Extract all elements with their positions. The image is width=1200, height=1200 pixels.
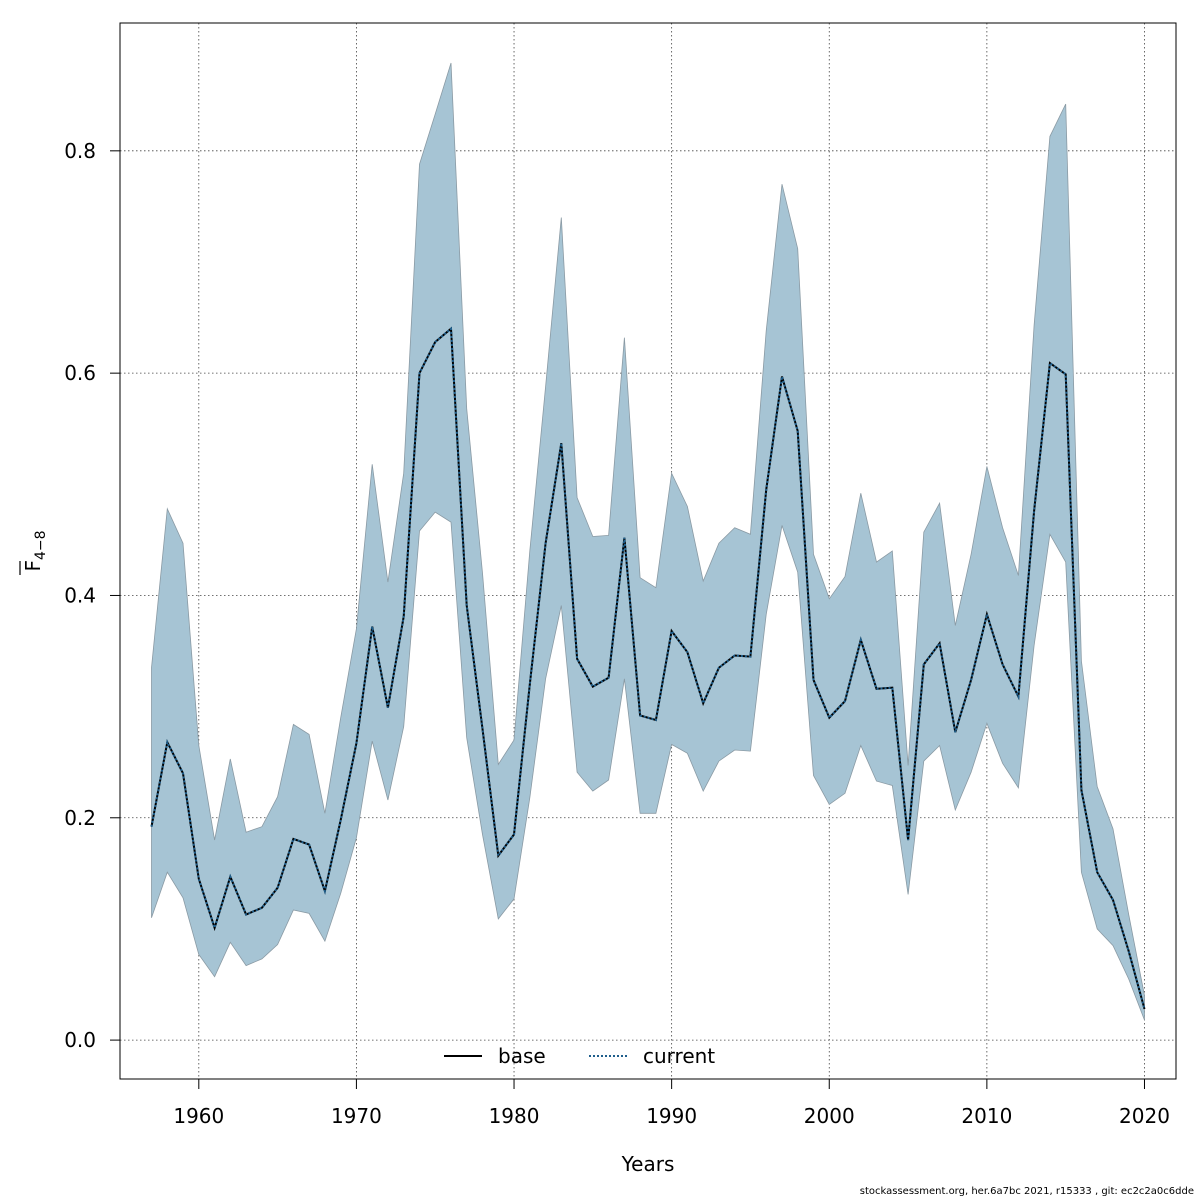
y-tick-label: 0.4	[64, 583, 96, 607]
series-lines	[150, 326, 1146, 1010]
y-axis-title-main: F	[21, 560, 45, 572]
y-axis: 0.0 0.2 0.4 0.6 0.8	[64, 139, 120, 1052]
x-tick-label: 1970	[331, 1104, 382, 1128]
x-tick-label: 2000	[804, 1104, 855, 1128]
x-axis: 1960 1970 1980 1990 2000 2010 2020	[173, 1079, 1170, 1128]
legend: base current	[444, 1044, 715, 1068]
x-tick-label: 2020	[1119, 1104, 1170, 1128]
x-tick-label: 1960	[173, 1104, 224, 1128]
x-tick-label: 1990	[646, 1104, 697, 1128]
svg-text:F4−8: F4−8	[21, 530, 49, 571]
y-tick-label: 0.6	[64, 361, 96, 385]
y-tick-label: 0.0	[64, 1028, 96, 1052]
y-axis-title-subscript: 4−8	[33, 530, 49, 560]
x-tick-label: 2010	[961, 1104, 1012, 1128]
y-axis-title: F4−8	[19, 530, 49, 575]
confidence-band-area	[151, 62, 1145, 1021]
x-axis-title: Years	[621, 1152, 675, 1176]
y-tick-label: 0.2	[64, 806, 96, 830]
confidence-band	[151, 62, 1145, 1021]
legend-label-base: base	[498, 1044, 546, 1068]
plot-frame	[119, 22, 1177, 1080]
y-tick-label: 0.8	[64, 139, 96, 163]
series-line-current	[150, 326, 1146, 1010]
x-tick-label: 1980	[489, 1104, 540, 1128]
footer-credit: stockassessment.org, her.6a7bc 2021, r15…	[859, 1186, 1194, 1197]
legend-label-current: current	[643, 1044, 715, 1068]
